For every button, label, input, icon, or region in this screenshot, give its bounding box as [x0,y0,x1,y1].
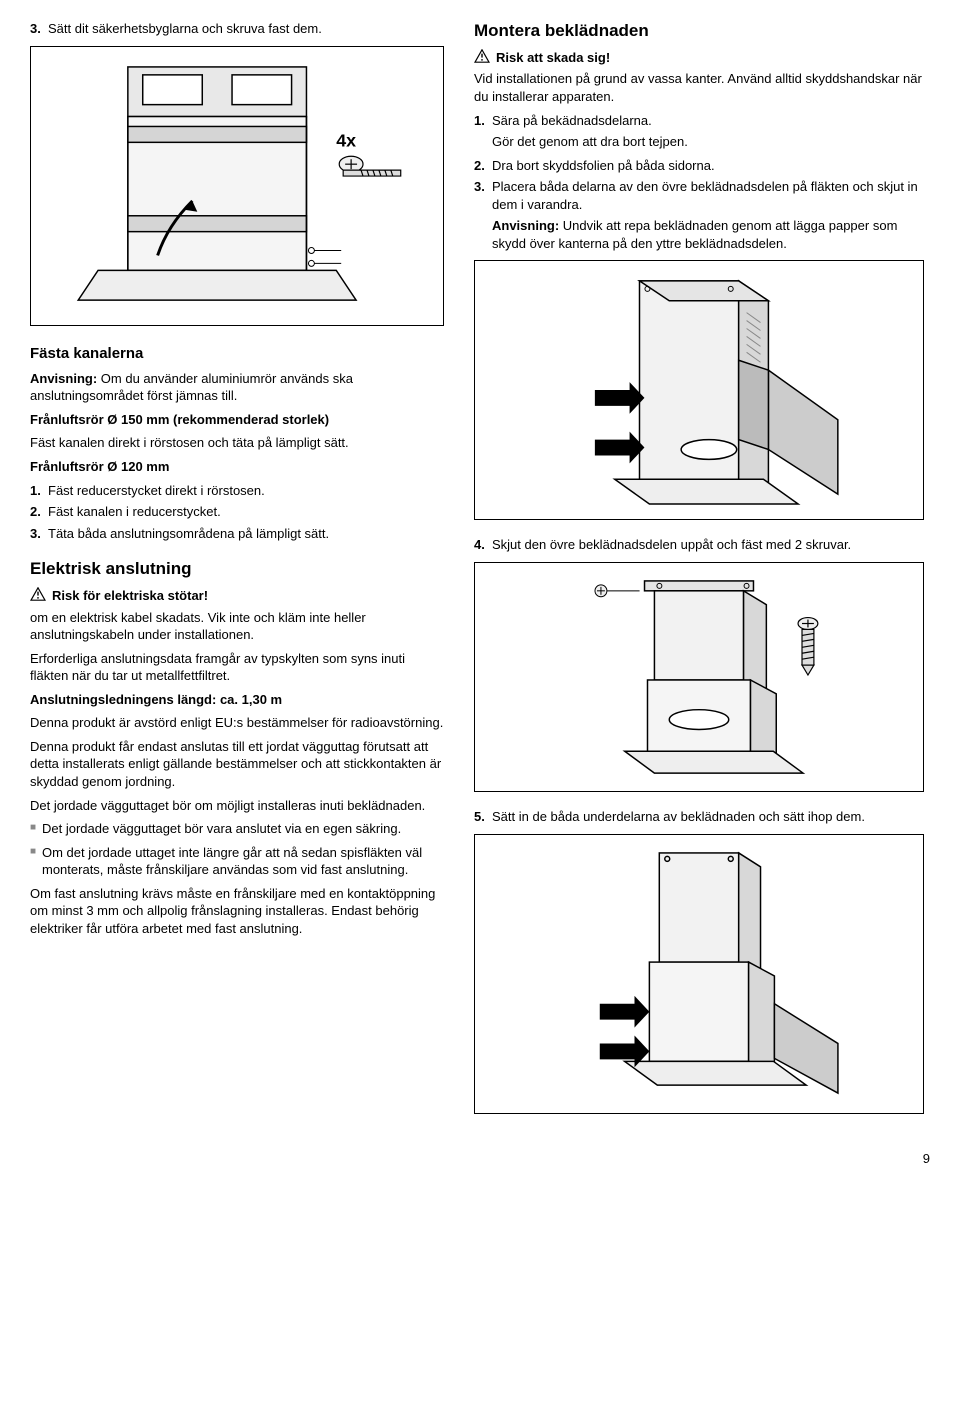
pipe120-step3-text: Täta båda anslutningsområdena på lämplig… [48,525,444,543]
elek-bullet1-text: Det jordade vägguttaget bör vara anslute… [42,820,444,838]
step3: 3. Sätt dit säkerhetsbyglarna och skruva… [30,20,444,38]
figure-cladding-assemble [474,260,924,520]
elek-bullet2-text: Om det jordade uttaget inte längre går a… [42,844,444,879]
figure-safety-bracket: 4x [30,46,444,326]
bullet-icon: ■ [30,820,42,838]
pipe120-step2-num: 2. [30,503,48,521]
step3-num: 3. [30,20,48,38]
mont-warning: Risk att skada sig! [474,49,924,67]
heading-montera: Montera beklädnaden [474,20,924,43]
heading-fasta-kanalerna: Fästa kanalerna [30,344,444,364]
elek-p3: Denna produkt är avstörd enligt EU:s bes… [30,714,444,732]
mont-step5-text: Sätt in de båda underdelarna av beklädna… [492,808,924,826]
elek-p2: Erforderliga anslutningsdata framgår av … [30,650,444,685]
elek-bullet2: ■ Om det jordade uttaget inte längre går… [30,844,444,879]
heading-elektrisk: Elektrisk anslutning [30,558,444,581]
mont-step2-text: Dra bort skyddsfolien på båda sidorna. [492,157,924,175]
mont-note-label: Anvisning: [492,218,559,233]
page-number: 9 [30,1150,930,1168]
pipe120-step2-text: Fäst kanalen i reducerstycket. [48,503,444,521]
fasta-note: Anvisning: Om du använder aluminiumrör a… [30,370,444,405]
pipe-150-title: Frånluftsrör Ø 150 mm (rekommenderad sto… [30,411,444,429]
mont-step3-num: 3. [474,178,492,213]
mont-step1: 1. Sära på bekädnadsdelarna. [474,112,924,130]
mont-step1-sub: Gör det genom att dra bort tejpen. [492,133,924,151]
figure-cladding-fasten-svg [485,573,913,781]
fourx-label: 4x [336,130,356,150]
elek-p1: om en elektrisk kabel skadats. Vik inte … [30,609,444,644]
pipe-120-title: Frånluftsrör Ø 120 mm [30,458,444,476]
mont-step5: 5. Sätt in de båda underdelarna av beklä… [474,808,924,826]
elek-warning-text: Risk för elektriska stötar! [52,587,208,605]
pipe120-step1-text: Fäst reducerstycket direkt i rörstosen. [48,482,444,500]
figure-cladding-lower-svg [485,845,913,1103]
elek-p4: Denna produkt får endast anslutas till e… [30,738,444,791]
mont-step4-text: Skjut den övre beklädnadsdelen uppåt och… [492,536,924,554]
mont-step2: 2. Dra bort skyddsfolien på båda sidorna… [474,157,924,175]
pipe-150-text: Fäst kanalen direkt i rörstosen och täta… [30,434,444,452]
figure-cladding-fasten [474,562,924,792]
pipe120-step2: 2. Fäst kanalen i reducerstycket. [30,503,444,521]
mont-note: Anvisning: Undvik att repa beklädnaden g… [492,217,924,252]
mont-warning-text: Risk att skada sig! [496,49,610,67]
warning-icon [474,49,490,63]
mont-step5-num: 5. [474,808,492,826]
elek-bullet1: ■ Det jordade vägguttaget bör vara anslu… [30,820,444,838]
elek-p5: Det jordade vägguttaget bör om möjligt i… [30,797,444,815]
figure-cladding-lower [474,834,924,1114]
elek-p6: Om fast anslutning krävs måste en frånsk… [30,885,444,938]
mont-step3: 3. Placera båda delarna av den övre bekl… [474,178,924,213]
mont-step4: 4. Skjut den övre beklädnadsdelen uppåt … [474,536,924,554]
mont-step2-num: 2. [474,157,492,175]
mont-step4-num: 4. [474,536,492,554]
mont-step3-text: Placera båda delarna av den övre beklädn… [492,178,924,213]
elek-len: Anslutningsledningens längd: ca. 1,30 m [30,691,444,709]
elek-warning: Risk för elektriska stötar! [30,587,444,605]
mont-step1-num: 1. [474,112,492,130]
step3-text: Sätt dit säkerhetsbyglarna och skruva fa… [48,20,444,38]
pipe120-step3-num: 3. [30,525,48,543]
pipe120-step1-num: 1. [30,482,48,500]
mont-p1: Vid installationen på grund av vassa kan… [474,70,924,105]
pipe120-step1: 1. Fäst reducerstycket direkt i rörstose… [30,482,444,500]
warning-icon [30,587,46,601]
bullet-icon: ■ [30,844,42,879]
figure-safety-bracket-svg: 4x [41,57,433,315]
pipe120-step3: 3. Täta båda anslutningsområdena på lämp… [30,525,444,543]
fasta-note-label: Anvisning: [30,371,97,386]
mont-step1-text: Sära på bekädnadsdelarna. [492,112,924,130]
figure-cladding-assemble-svg [485,271,913,509]
